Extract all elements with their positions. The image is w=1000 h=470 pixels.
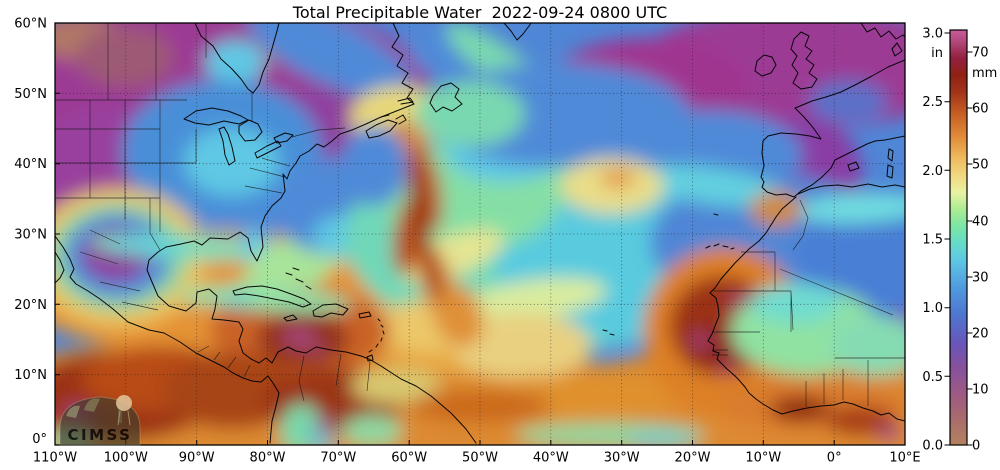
page-title: Total Precipitable Water 2022-09-24 0800… [292, 3, 668, 22]
cb-in-tick-label: 2.0 [922, 164, 943, 179]
lat-tick-label: 0° [32, 432, 47, 447]
cimss-logo-label: CIMSS [68, 426, 133, 444]
coastlines [55, 23, 905, 444]
lon-tick-label: 20°W [675, 451, 711, 466]
cb-in-tick-label: 0.5 [922, 370, 943, 385]
cb-mm-tick-label: 40 [972, 215, 989, 230]
satellite-dish-icon [84, 398, 100, 412]
lat-axis-labels: 60°N 50°N 40°N 30°N 20°N 10°N 0° [14, 17, 47, 448]
lat-tick-label: 60°N [14, 17, 47, 32]
lat-tick-label: 10°N [14, 368, 47, 383]
satellite-dish-icon [66, 405, 80, 418]
colorbar-mm-scale: 70 mm 60 50 40 30 20 10 0 [972, 46, 997, 454]
tower-struts-icon [117, 410, 131, 426]
cb-mm-tick-label: 60 [972, 102, 989, 117]
cb-mm-tick-label: 50 [972, 158, 989, 173]
lon-tick-label: 10°W [745, 451, 781, 466]
cb-in-tick-label: 1.5 [922, 233, 943, 248]
axis-ticks [54, 22, 906, 446]
lon-tick-label: 50°W [462, 451, 498, 466]
lon-tick-label: 70°W [320, 451, 356, 466]
lat-tick-label: 40°N [14, 157, 47, 172]
lon-tick-label: 100°W [104, 451, 148, 466]
colorbar: 3.0 in 2.5 2.0 1.5 1.0 0.5 0.0 70 mm 60 … [922, 27, 997, 454]
lon-tick-label: 80°W [250, 451, 286, 466]
lon-tick-label: 40°W [533, 451, 569, 466]
lon-tick-label: 0° [827, 451, 842, 466]
colorbar-in-scale: 3.0 in 2.5 2.0 1.5 1.0 0.5 0.0 [922, 27, 943, 454]
cimss-logo: CIMSS [59, 395, 141, 446]
cb-mm-tick-label: 20 [972, 327, 989, 342]
cb-mm-tick-label: 0 [972, 439, 980, 454]
sun-icon [116, 395, 132, 411]
lat-tick-label: 20°N [14, 298, 47, 313]
lon-tick-label: 10°E [889, 451, 920, 466]
lat-tick-label: 50°N [14, 87, 47, 102]
lon-axis-labels: 110°W 100°W 90°W 80°W 70°W 60°W 50°W 40°… [33, 451, 921, 466]
state-borders [55, 23, 905, 407]
cb-in-tick-label: 2.5 [922, 95, 943, 110]
cb-in-tick-label: 1.0 [922, 301, 943, 316]
cb-in-tick-label: 0.0 [922, 439, 943, 454]
lon-tick-label: 30°W [604, 451, 640, 466]
lat-tick-label: 30°N [14, 228, 47, 243]
colorbar-gradient-bar [949, 29, 968, 446]
graticule [55, 23, 905, 445]
colorbar-ticks [944, 32, 973, 446]
cb-mm-tick-label: 30 [972, 271, 989, 286]
cb-mm-tick-label: 70 [972, 46, 989, 61]
cb-mm-unit-label: mm [972, 66, 997, 81]
lon-tick-label: 90°W [179, 451, 215, 466]
cb-mm-tick-label: 10 [972, 383, 989, 398]
cb-in-unit-label: in [931, 46, 943, 61]
lon-tick-label: 60°W [391, 451, 427, 466]
cb-in-tick-label: 3.0 [922, 27, 943, 42]
lon-tick-label: 110°W [33, 451, 77, 466]
